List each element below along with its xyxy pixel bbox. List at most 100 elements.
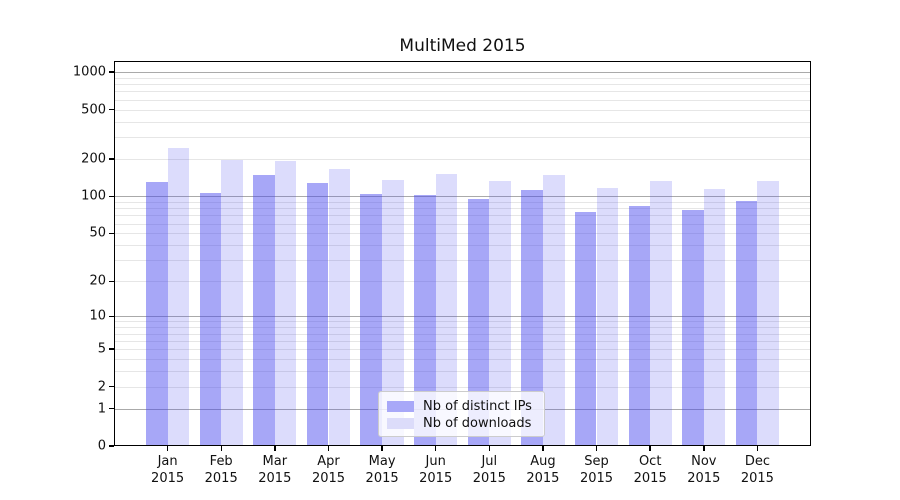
x-tick-label-jul: Jul 2015 [472,454,506,486]
bar-downloads-feb [221,160,243,446]
y-tick-label-500: 500 [81,102,106,118]
y-tick-0 [109,445,114,447]
x-tick-label-aug: Aug 2015 [526,454,560,486]
legend-item-distinct-ips: Nb of distinct IPs [379,398,544,415]
x-tick-may [381,446,383,451]
gridline-y-5 [114,349,811,350]
gridline-y-8 [114,327,811,329]
y-tick-label-50: 50 [89,225,106,241]
gridline-y-500 [114,109,811,111]
bar-downloads-aug [542,175,565,446]
gridline-y-200 [114,159,811,160]
bar-ips-feb [199,193,222,446]
legend-label-distinct-ips: Nb of distinct IPs [423,399,532,414]
y-tick-500 [109,108,114,111]
gridline-y-30 [114,260,811,262]
gridline-y-400 [114,121,811,123]
x-tick-label-dec: Dec 2015 [740,454,774,486]
bar-ips-nov [682,210,704,446]
plot-area: Nb of distinct IPs Nb of downloads [114,61,811,446]
x-tick-label-oct: Oct 2015 [633,454,667,486]
bar-downloads-may [382,179,404,446]
y-tick-label-2: 2 [97,379,106,395]
bar-ips-aug [521,189,543,446]
bar-ips-jul [467,199,490,446]
gridline-y-80 [114,208,811,210]
x-tick-label-apr: Apr 2015 [311,454,346,486]
bar-ips-mar [253,174,275,446]
x-tick-jun [434,446,437,451]
y-tick-label-100: 100 [81,188,106,204]
x-tick-oct [649,446,651,451]
y-tick-100 [109,195,114,197]
bar-ips-may [360,193,383,446]
gridline-y-20 [114,281,811,283]
legend-item-downloads: Nb of downloads [379,415,544,432]
x-tick-dec [756,446,759,451]
gridline-y-9 [114,321,811,323]
gridline-y-60 [114,223,811,225]
bar-ips-jan [145,182,168,446]
y-tick-label-1000: 1000 [72,64,106,80]
x-tick-sep [595,446,598,451]
y-tick-label-5: 5 [97,341,106,357]
y-tick-label-1: 1 [97,401,106,416]
gridline-y-40 [114,245,811,246]
bar-downloads-jun [435,173,458,446]
gridline-y-10 [114,316,811,318]
x-tick-label-feb: Feb 2015 [204,454,238,486]
x-tick-apr [327,446,330,451]
y-tick-label-0: 0 [97,438,106,454]
gridline-y-300 [114,137,811,139]
gridline-y-600 [114,99,811,101]
gridline-y-50 [114,233,811,235]
gridline-y-1000 [114,72,811,74]
legend-swatch-downloads [387,418,414,429]
bar-downloads-apr [328,169,351,446]
gridline-y-700 [114,91,811,93]
bar-ips-oct [628,206,651,446]
gridline-y-2 [114,386,811,388]
gridline-y-7 [114,333,811,335]
x-tick-aug [542,446,544,451]
x-tick-jul [488,446,491,451]
bar-ips-jun [414,194,436,446]
bar-ips-dec [735,200,758,446]
legend-label-downloads: Nb of downloads [423,416,532,431]
gridline-y-100 [114,196,811,198]
gridline-y-6 [114,340,811,342]
x-tick-label-jan: Jan 2015 [151,454,185,486]
x-tick-nov [703,446,705,451]
x-tick-label-nov: Nov 2015 [687,454,721,486]
gridline-y-90 [114,201,811,203]
x-tick-label-may: May 2015 [365,454,399,486]
y-tick-200 [109,158,114,160]
bar-downloads-oct [650,181,672,446]
gridline-y-4 [114,358,811,360]
y-tick-label-10: 10 [89,308,106,324]
bar-downloads-nov [703,188,726,446]
bar-downloads-dec [757,181,780,446]
chart-title: MultiMed 2015 [399,36,526,56]
y-tick-1 [109,407,114,410]
bar-ips-sep [574,211,597,446]
x-tick-label-sep: Sep 2015 [579,454,614,486]
bar-downloads-sep [596,188,619,446]
x-tick-feb [220,446,222,451]
y-tick-5 [109,348,114,350]
y-tick-2 [109,385,114,388]
y-tick-20 [109,280,114,282]
bar-downloads-mar [274,161,297,446]
gridline-y-800 [114,84,811,86]
x-tick-mar [274,446,276,451]
bar-downloads-jan [167,148,190,446]
y-tick-label-20: 20 [89,273,106,289]
bar-ips-apr [306,183,329,446]
x-tick-label-mar: Mar 2015 [258,454,292,486]
y-tick-label-200: 200 [81,151,106,167]
gridline-y-3 [114,371,811,372]
bar-downloads-jul [489,181,511,446]
y-tick-50 [109,232,114,234]
gridline-y-70 [114,215,811,217]
